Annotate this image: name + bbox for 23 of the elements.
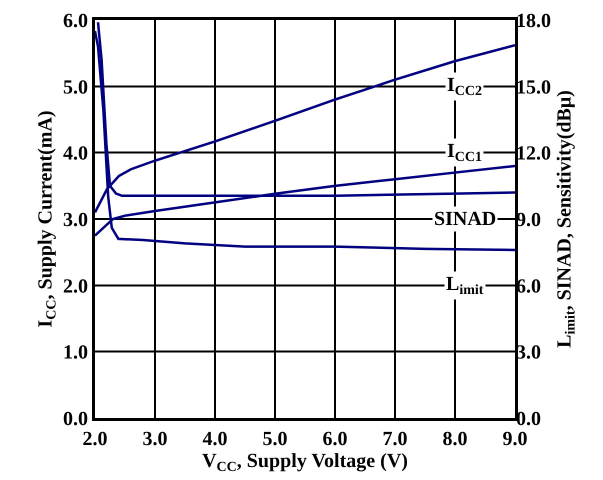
x-tick-label: 9.0 bbox=[502, 428, 528, 450]
y-tick-label: 0.0 bbox=[63, 408, 88, 430]
x-tick-label: 5.0 bbox=[262, 428, 288, 450]
series-label: I$_{CC1}$ bbox=[447, 140, 482, 166]
series-label: L$_{imit}$ bbox=[446, 273, 484, 298]
y-tick-label: 4.0 bbox=[63, 142, 88, 165]
x-tick-label: 8.0 bbox=[442, 428, 468, 450]
y2-tick-label: 15.0 bbox=[516, 76, 551, 98]
x-tick-label: 6.0 bbox=[322, 428, 348, 450]
y-tick-label: 6.0 bbox=[63, 10, 88, 32]
y-tick-label: 1.0 bbox=[63, 342, 88, 364]
y-tick-label: 2.0 bbox=[63, 275, 88, 298]
x-tick-label: 3.0 bbox=[142, 428, 168, 450]
y2-tick-label: 12.0 bbox=[516, 142, 551, 165]
series-label: SINAD bbox=[434, 208, 496, 230]
y-tick-label: 5.0 bbox=[63, 76, 88, 98]
y2-tick-label: 3.0 bbox=[516, 342, 541, 364]
x-tick-label: 4.0 bbox=[202, 428, 228, 450]
y-tick-label: 3.0 bbox=[63, 209, 88, 231]
x-tick-label: 7.0 bbox=[382, 428, 408, 450]
x-axis-title: V$_{CC}$, Supply Voltage (V) bbox=[202, 450, 408, 476]
series-label: I$_{CC2}$ bbox=[447, 74, 482, 100]
x-tick-label: 2.0 bbox=[82, 428, 108, 450]
